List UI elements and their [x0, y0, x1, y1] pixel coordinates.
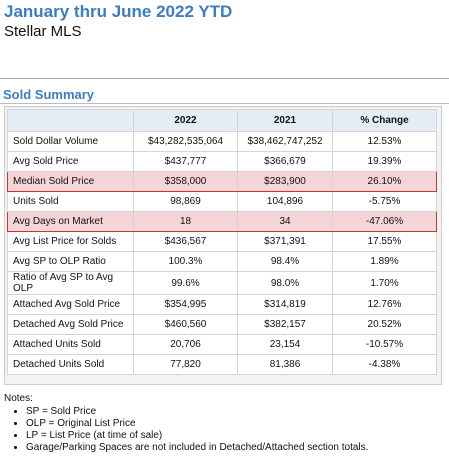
cell: 12.53% — [332, 131, 437, 152]
row-label: Units Sold — [7, 191, 134, 212]
cell: $371,391 — [237, 231, 333, 252]
table-row: Attached Units Sold 20,706 23,154 -10.57% — [7, 334, 437, 355]
row-label: Detached Units Sold — [7, 354, 134, 375]
row-label: Median Sold Price — [7, 171, 134, 192]
table-row: Avg List Price for Solds $436,567 $371,391… — [7, 231, 437, 252]
cell: 23,154 — [237, 334, 333, 355]
cell: 17.55% — [332, 231, 437, 252]
cell: -47.06% — [332, 211, 437, 232]
cell: 98.4% — [237, 251, 333, 272]
divider — [0, 103, 449, 104]
subtitle: Stellar MLS — [4, 23, 82, 40]
table-row: Attached Avg Sold Price $354,995 $314,819 1… — [7, 294, 437, 315]
column-header: 2021 — [237, 109, 333, 132]
note: SP = Sold Price — [26, 406, 368, 418]
cell: $436,567 — [133, 231, 238, 252]
header-row: 2022 2021% Change — [7, 109, 437, 132]
cell: $358,000 — [133, 171, 238, 192]
title: January thru June 2022 YTD — [4, 2, 233, 21]
table-row: Ratio of Avg SP to Avg OLP 99.6% 98.0% 1.70… — [7, 271, 437, 295]
cell: $437,777 — [133, 151, 238, 172]
cell: $382,157 — [237, 314, 333, 335]
row-label: Avg SP to OLP Ratio — [7, 251, 134, 272]
cell: $283,900 — [237, 171, 333, 192]
cell: 34 — [237, 211, 333, 232]
note: OLP = Original List Price — [26, 418, 368, 430]
cell: -4.38% — [332, 354, 437, 375]
row-label: Attached Units Sold — [7, 334, 134, 355]
cell: $38,462,747,252 — [237, 131, 333, 152]
table-row: Median Sold Price $358,000 $283,900 26.10% — [7, 171, 437, 192]
table-row: Avg SP to OLP Ratio 100.3% 98.4% 1.89% — [7, 251, 437, 272]
cell: $366,679 — [237, 151, 333, 172]
cell: 20,706 — [133, 334, 238, 355]
header-cell — [7, 109, 134, 132]
cell: 100.3% — [133, 251, 238, 272]
summary-table: 2022 2021% Change Sold Dollar Volume $43,2… — [7, 109, 437, 375]
row-label: Attached Avg Sold Price — [7, 294, 134, 315]
note: Garage/Parking Spaces are not included i… — [26, 442, 368, 454]
cell: 18 — [133, 211, 238, 232]
cell: 104,896 — [237, 191, 333, 212]
row-label: Avg List Price for Solds — [7, 231, 134, 252]
notes-list: SP = Sold PriceOLP = Original List Price… — [4, 406, 368, 454]
cell: 77,820 — [133, 354, 238, 375]
cell: 12.76% — [332, 294, 437, 315]
table-row: Detached Avg Sold Price $460,560 $382,157 2… — [7, 314, 437, 335]
cell: 81,386 — [237, 354, 333, 375]
column-header: % Change — [332, 109, 437, 132]
column-header: 2022 — [133, 109, 238, 132]
notes: Notes: SP = Sold PriceOLP = Original Lis… — [4, 393, 368, 454]
cell: $314,819 — [237, 294, 333, 315]
cell: 20.52% — [332, 314, 437, 335]
cell: $354,995 — [133, 294, 238, 315]
cell: 1.70% — [332, 271, 437, 295]
section-title: Sold Summary — [3, 87, 95, 102]
table-row: Avg Days on Market 18 34 -47.06% — [7, 211, 437, 232]
cell: 99.6% — [133, 271, 238, 295]
table-row: Units Sold 98,869 104,896 -5.75% — [7, 191, 437, 212]
row-label: Detached Avg Sold Price — [7, 314, 134, 335]
cell: 26.10% — [332, 171, 437, 192]
cell: 98.0% — [237, 271, 333, 295]
row-label: Avg Sold Price — [7, 151, 134, 172]
note: LP = List Price (at time of sale) — [26, 430, 368, 442]
table-row: Sold Dollar Volume $43,282,535,064 $38,462… — [7, 131, 437, 152]
cell: 98,869 — [133, 191, 238, 212]
cell: $460,560 — [133, 314, 238, 335]
row-label: Sold Dollar Volume — [7, 131, 134, 152]
notes-title: Notes: — [4, 393, 33, 404]
cell: -5.75% — [332, 191, 437, 212]
table-row: Detached Units Sold 77,820 81,386 -4.38% — [7, 354, 437, 375]
cell: -10.57% — [332, 334, 437, 355]
cell: $43,282,535,064 — [133, 131, 238, 152]
cell: 1.89% — [332, 251, 437, 272]
row-label: Avg Days on Market — [7, 211, 134, 232]
table-row: Avg Sold Price $437,777 $366,679 19.39% — [7, 151, 437, 172]
cell: 19.39% — [332, 151, 437, 172]
row-label: Ratio of Avg SP to Avg OLP — [7, 271, 134, 295]
divider — [0, 78, 449, 79]
